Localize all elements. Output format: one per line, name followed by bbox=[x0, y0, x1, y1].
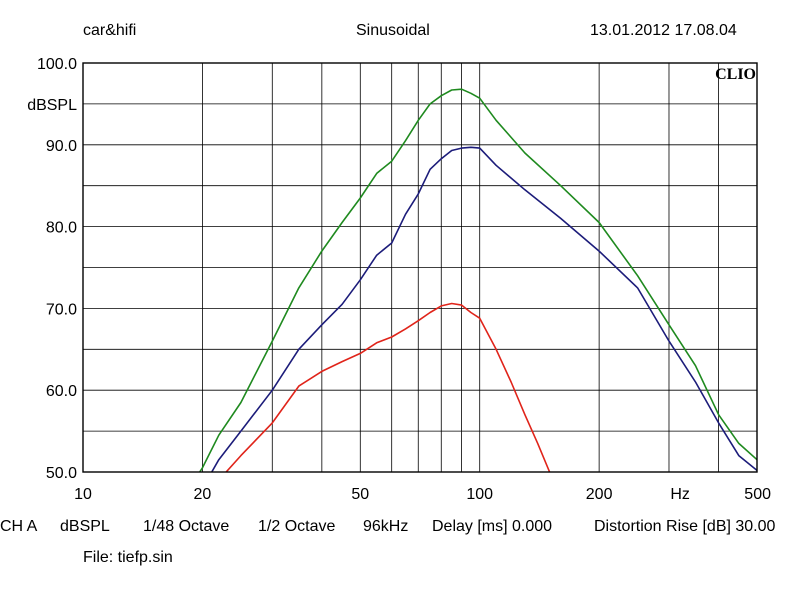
footer-file: File: tiefp.sin bbox=[83, 549, 173, 566]
header-title: car&hifi bbox=[83, 22, 137, 39]
x-tick-label: 200 bbox=[586, 486, 613, 503]
header-timestamp: 13.01.2012 17.08.04 bbox=[590, 22, 737, 39]
y-tick-labels: 50.0 60.0 70.0 80.0 90.0 100.0 bbox=[37, 56, 77, 482]
x-tick-label: 500 bbox=[744, 486, 771, 503]
clio-logo: CLIO bbox=[715, 66, 756, 83]
y-tick-label: 50.0 bbox=[46, 465, 77, 482]
series-red bbox=[225, 302, 551, 472]
y-tick-label: 90.0 bbox=[46, 138, 77, 155]
series-layer bbox=[198, 88, 757, 472]
y-tick-label: 80.0 bbox=[46, 220, 77, 237]
grid bbox=[83, 63, 757, 472]
series-green bbox=[198, 88, 757, 472]
x-tick-labels: 10 20 50 100 200 500 bbox=[74, 486, 771, 503]
x-tick-label: 20 bbox=[194, 486, 212, 503]
header-measurement-type: Sinusoidal bbox=[356, 22, 430, 39]
y-tick-label: 100.0 bbox=[37, 56, 77, 73]
x-tick-label: 50 bbox=[351, 486, 369, 503]
series-navy bbox=[210, 146, 757, 472]
footer-delay: Delay [ms] 0.000 bbox=[432, 518, 553, 535]
y-axis-label: dBSPL bbox=[27, 97, 77, 114]
footer-unit: dBSPL bbox=[60, 518, 110, 535]
footer-channel: CH A bbox=[0, 518, 38, 535]
x-tick-label: 100 bbox=[466, 486, 493, 503]
y-tick-label: 70.0 bbox=[46, 301, 77, 318]
y-tick-label: 60.0 bbox=[46, 383, 77, 400]
footer-distortion-rise: Distortion Rise [dB] 30.00 bbox=[594, 518, 776, 535]
x-axis-unit: Hz bbox=[670, 486, 690, 503]
plot-frame bbox=[82, 62, 758, 473]
footer-sample-rate: 96kHz bbox=[363, 518, 409, 535]
x-tick-label: 10 bbox=[74, 486, 92, 503]
footer-smoothing: 1/48 Octave bbox=[143, 518, 230, 535]
footer-resolution: 1/2 Octave bbox=[258, 518, 336, 535]
